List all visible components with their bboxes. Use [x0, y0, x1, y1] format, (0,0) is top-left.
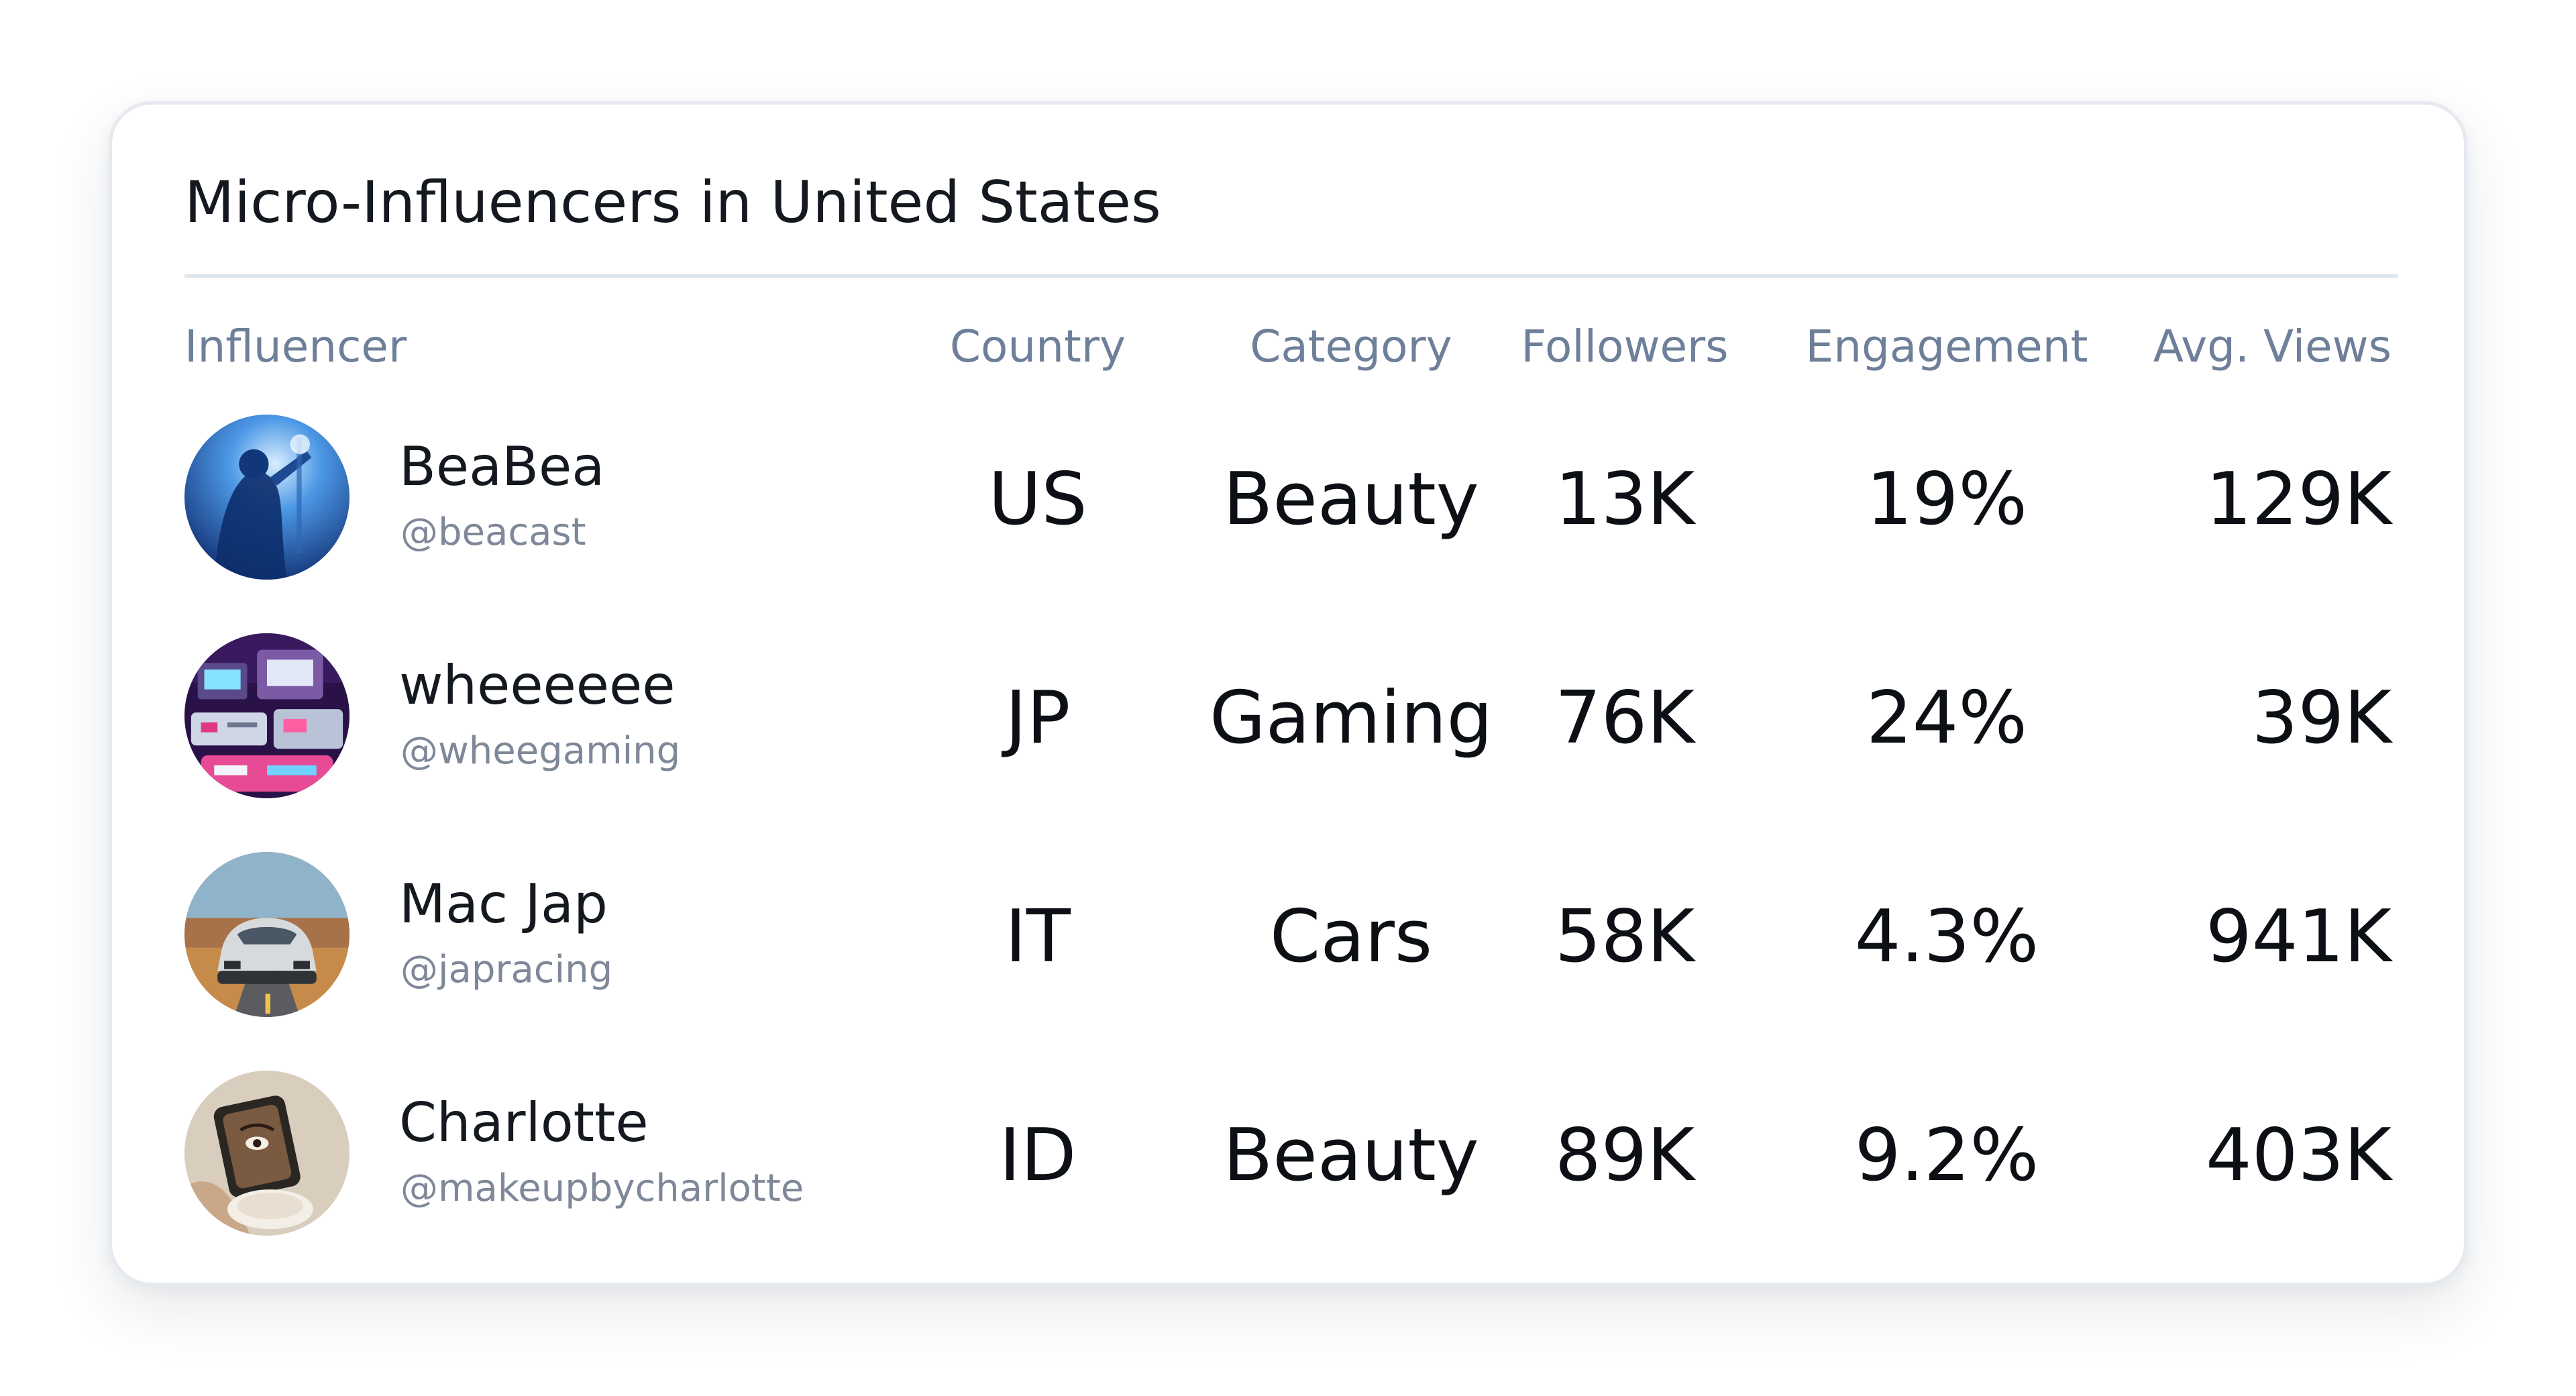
influencer-name[interactable]: Charlotte [399, 1091, 649, 1154]
engagement-cell: 9.2% [1854, 1114, 2039, 1197]
concert-singer-photo-icon[interactable] [184, 415, 350, 580]
column-header-followers[interactable]: Followers [1521, 321, 1729, 372]
category-cell: Beauty [1223, 458, 1479, 541]
table-row[interactable]: BeaBea @beacast US Beauty 13K 19% 129K [112, 415, 2464, 582]
followers-cell: 76K [1554, 676, 1695, 760]
country-cell: US [988, 458, 1087, 541]
category-cell: Beauty [1223, 1114, 1479, 1197]
followers-cell: 89K [1554, 1114, 1695, 1197]
table-row[interactable]: Mac Jap @japracing IT Cars 58K 4.3% 941K [112, 852, 2464, 1020]
followers-cell: 58K [1554, 895, 1695, 979]
country-cell: IT [1005, 895, 1071, 979]
avg-views-cell: 39K [2251, 676, 2392, 760]
avg-views-cell: 403K [2206, 1114, 2392, 1197]
influencer-handle[interactable]: @wheegaming [400, 729, 681, 773]
country-cell: JP [1005, 676, 1071, 760]
category-cell: Gaming [1209, 676, 1493, 760]
column-header-engagement[interactable]: Engagement [1805, 321, 2088, 372]
avg-views-cell: 941K [2206, 895, 2392, 979]
race-car-photo-icon[interactable] [184, 852, 350, 1017]
engagement-cell: 19% [1866, 458, 2028, 541]
country-cell: ID [999, 1114, 1077, 1197]
influencer-table-card: Micro-Influencers in United States Influ… [109, 101, 2467, 1286]
table-row[interactable]: wheeeeee @wheegaming JP Gaming 76K 24% 3… [112, 633, 2464, 801]
engagement-cell: 24% [1866, 676, 2028, 760]
category-cell: Cars [1269, 895, 1433, 979]
column-header-influencer[interactable]: Influencer [184, 321, 407, 372]
engagement-cell: 4.3% [1854, 895, 2039, 979]
followers-cell: 13K [1554, 458, 1695, 541]
influencer-handle[interactable]: @beacast [400, 511, 586, 554]
retro-consoles-photo-icon[interactable] [184, 633, 350, 798]
column-header-country[interactable]: Country [949, 321, 1126, 372]
title-divider [184, 274, 2398, 278]
influencer-handle[interactable]: @makeupbycharlotte [400, 1167, 804, 1210]
influencer-name[interactable]: wheeeeee [399, 654, 676, 716]
influencer-handle[interactable]: @japracing [400, 948, 613, 991]
table-row[interactable]: Charlotte @makeupbycharlotte ID Beauty 8… [112, 1071, 2464, 1238]
column-header-category[interactable]: Category [1250, 321, 1452, 372]
influencer-name[interactable]: BeaBea [399, 435, 605, 498]
influencer-name[interactable]: Mac Jap [399, 873, 608, 935]
card-title: Micro-Influencers in United States [184, 169, 1161, 236]
avg-views-cell: 129K [2206, 458, 2392, 541]
makeup-mirror-photo-icon[interactable] [184, 1071, 350, 1236]
column-header-avg-views[interactable]: Avg. Views [2153, 321, 2392, 372]
